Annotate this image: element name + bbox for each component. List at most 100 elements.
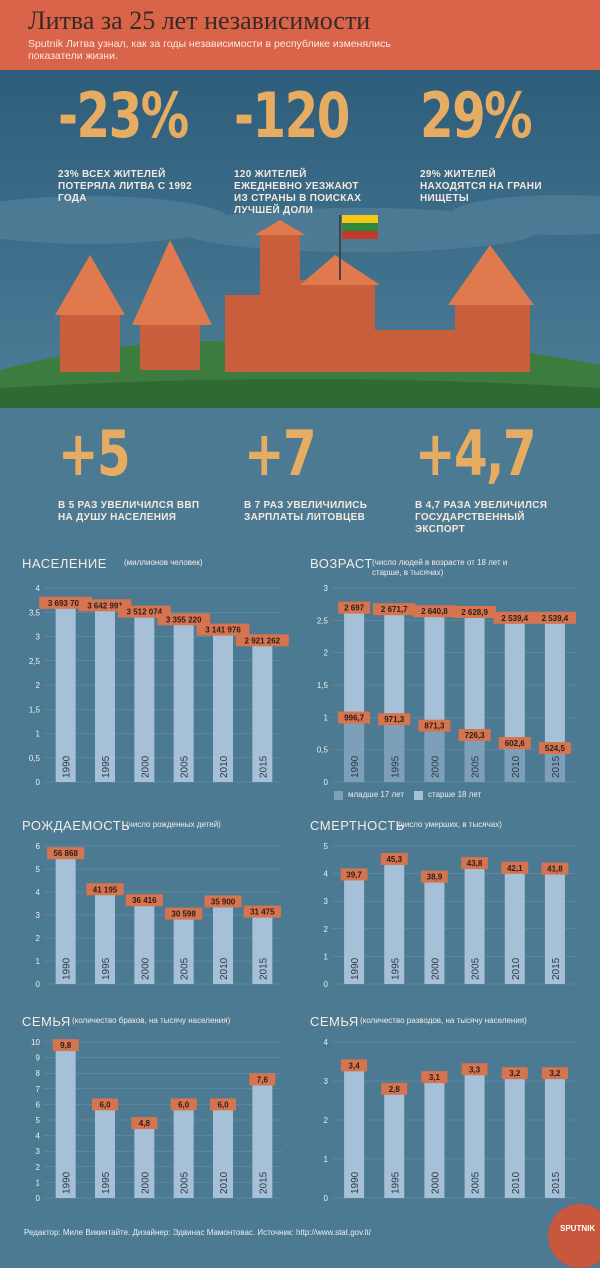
data-label-bg <box>373 603 416 616</box>
y-tick-label: 7 <box>36 1085 41 1094</box>
bar <box>464 863 485 984</box>
data-label: 38,9 <box>427 873 443 882</box>
data-label: 3,1 <box>429 1073 441 1082</box>
x-tick-label: 2000 <box>140 957 151 980</box>
bar <box>252 640 273 782</box>
y-tick-label: 2 <box>324 1116 329 1125</box>
bar <box>544 617 565 782</box>
bar-young <box>344 717 365 782</box>
chart-marriages: СЕМЬЯ (количество браков, на тысячу насе… <box>22 1014 292 1204</box>
data-label-bg <box>196 623 250 636</box>
data-label-bg <box>498 737 531 750</box>
data-label-bg <box>125 894 163 907</box>
chart-svg: 0 0,5 1 1,5 2 2,5 3 3,5 4 3 693 708 1990 3 642 991 1… <box>29 584 289 786</box>
data-label: 2 539,4 <box>501 614 528 623</box>
x-tick-label: 2010 <box>219 755 230 778</box>
stat-top-value-3: 29% <box>420 79 533 152</box>
data-label: 2 671,7 <box>381 605 408 614</box>
x-tick-label: 2015 <box>258 1171 269 1194</box>
bar <box>173 619 194 782</box>
chart-title: РОЖДАЕМОСТЬ <box>22 818 131 833</box>
bar <box>344 874 365 984</box>
x-tick-label: 2000 <box>140 1171 151 1194</box>
x-tick-label: 1995 <box>101 957 112 980</box>
data-label: 3,3 <box>469 1065 481 1074</box>
y-tick-label: 1 <box>36 957 41 966</box>
y-tick-label: 9 <box>36 1054 41 1063</box>
data-label-bg <box>235 634 289 647</box>
flag-green <box>342 223 378 231</box>
data-label: 3 141 976 <box>205 626 241 635</box>
y-tick-label: 0 <box>324 778 329 786</box>
y-tick-label: 0 <box>324 1194 329 1202</box>
x-tick-label: 2015 <box>551 1171 562 1194</box>
bar <box>55 853 76 984</box>
data-label-bg <box>338 601 371 614</box>
chart-age: ВОЗРАСТ (число людей в возрасте от 18 ле… <box>310 556 585 806</box>
data-label-bg <box>243 905 281 918</box>
y-tick-label: 0 <box>36 778 41 786</box>
stat-top-caption-2: 120 ЖИТЕЛЕЙ ЕЖЕДНЕВНО УЕЗЖАЮТ ИЗ СТРАНЫ … <box>234 169 362 216</box>
chart-population: НАСЕЛЕНИЕ (миллионов человек) 0 0,5 1 1,5 2 2… <box>22 556 292 786</box>
bar <box>424 1077 445 1198</box>
legend-label-adult: старше 18 лет <box>428 790 482 799</box>
bar-young <box>544 748 565 782</box>
y-tick-label: 2 <box>36 681 41 690</box>
logo-text: SPUTNIK <box>560 1224 596 1233</box>
data-label-bg <box>52 1039 79 1052</box>
bar <box>95 1104 115 1198</box>
bar <box>213 901 233 984</box>
chart-subtitle: (число умерших, в тысячах) <box>398 820 502 829</box>
data-label-bg <box>170 1098 197 1111</box>
data-label-bg <box>157 613 211 626</box>
data-label-bg <box>538 742 571 755</box>
chart-svg: 0 1 2 3 4 3,4 1990 2,8 1995 3,1 2000 3,3 2005 3,2 2010… <box>324 1038 575 1202</box>
y-tick-label: 1 <box>324 952 329 961</box>
data-label-bg <box>458 729 491 742</box>
page-subtitle: Sputnik Литва узнал, как за годы независ… <box>28 38 391 62</box>
x-tick-label: 2000 <box>430 755 441 778</box>
chart-subtitle: (количество разводов, на тысячу населени… <box>360 1016 527 1025</box>
bar <box>134 900 155 984</box>
bar <box>173 1104 194 1198</box>
chart-deaths: СМЕРТНОСТЬ (число умерших, в тысячах) 0 1… <box>310 818 585 988</box>
data-label-bg <box>421 870 448 883</box>
data-label: 3 693 708 <box>48 599 84 608</box>
sputnik-logo[interactable]: SPUTNIK <box>548 1204 600 1268</box>
y-tick-label: 1,5 <box>29 705 41 714</box>
growth-stats: +5 В 5 РАЗ УВЕЛИЧИЛСЯ ВВП НА ДУШУ НАСЕЛЕ… <box>0 408 600 542</box>
data-label: 6,0 <box>178 1100 190 1109</box>
data-label-bg <box>340 868 368 881</box>
y-tick-label: 0,5 <box>317 746 329 755</box>
y-tick-label: 0,5 <box>29 754 41 763</box>
chart-births: РОЖДАЕМОСТЬ (число рожденных детей) 0 1 2 3… <box>22 818 292 988</box>
x-tick-label: 2010 <box>511 1171 522 1194</box>
y-tick-label: 1 <box>36 1178 41 1187</box>
data-label: 6,0 <box>99 1100 111 1109</box>
x-tick-label: 2015 <box>258 755 269 778</box>
chart-subtitle: (число рожденных детей) <box>126 820 221 829</box>
data-label-bg <box>86 883 124 896</box>
data-label-bg <box>47 847 85 860</box>
x-tick-label: 2000 <box>430 1171 441 1194</box>
y-tick-label: 1 <box>36 730 41 739</box>
hero-section: -23% 23% ВСЕХ ЖИТЕЛЕЙ ПОТЕРЯЛА ЛИТВА С 1… <box>0 70 600 408</box>
chart-svg: 0 1 2 3 4 5 6 7 8 9 10 9,8 1990 6,0 1995 4,8 2000 6,0 2005… <box>31 1038 282 1202</box>
data-label-bg <box>541 862 569 875</box>
data-label-bg <box>533 611 577 624</box>
data-label-bg <box>204 895 242 908</box>
data-label-bg <box>381 1082 408 1095</box>
x-tick-label: 1995 <box>390 957 401 980</box>
y-tick-label: 2 <box>324 649 329 658</box>
y-tick-label: 4 <box>324 870 329 879</box>
y-tick-label: 4 <box>324 1038 329 1047</box>
data-label: 39,7 <box>346 870 362 879</box>
x-tick-label: 1995 <box>101 755 112 778</box>
data-label-bg <box>341 1059 368 1072</box>
data-label: 602,6 <box>505 739 526 748</box>
y-tick-label: 0 <box>324 980 329 988</box>
chart-subtitle: (миллионов человек) <box>124 558 203 567</box>
stat-top-value-2: -120 <box>234 79 350 152</box>
x-tick-label: 2005 <box>180 957 191 980</box>
data-label: 524,5 <box>545 744 566 753</box>
